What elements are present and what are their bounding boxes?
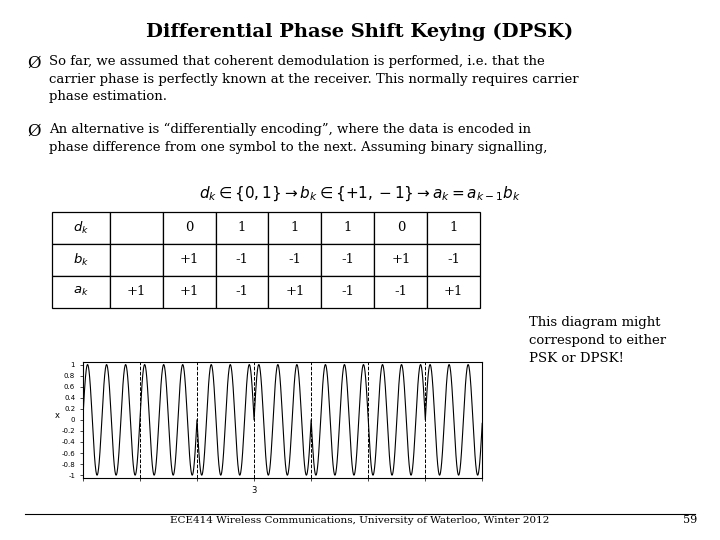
Text: 1: 1 (449, 221, 458, 234)
Text: -1: -1 (341, 253, 354, 266)
Text: ECE414 Wireless Communications, University of Waterloo, Winter 2012: ECE414 Wireless Communications, Universi… (171, 516, 549, 525)
Text: An alternative is “differentially encoding”, where the data is encoded in
phase : An alternative is “differentially encodi… (49, 123, 547, 154)
Text: 1: 1 (291, 221, 299, 234)
Text: This diagram might
correspond to either
PSK or DPSK!: This diagram might correspond to either … (529, 316, 666, 365)
Text: -1: -1 (235, 285, 248, 298)
Y-axis label: x: x (55, 411, 60, 420)
Text: -1: -1 (289, 253, 302, 266)
Bar (269, 212, 321, 244)
Bar (321, 276, 374, 308)
Bar (163, 276, 215, 308)
Bar (215, 212, 269, 244)
Text: $a_k$: $a_k$ (73, 285, 89, 298)
Bar (427, 212, 480, 244)
Text: -1: -1 (447, 253, 460, 266)
Bar (269, 276, 321, 308)
Bar (427, 244, 480, 276)
Bar (215, 276, 269, 308)
Bar (321, 212, 374, 244)
Text: $d_k \in \{0,1\} \rightarrow b_k \in \{+1,-1\} \rightarrow a_k = a_{k-1}b_k$: $d_k \in \{0,1\} \rightarrow b_k \in \{+… (199, 185, 521, 203)
Text: $b_k$: $b_k$ (73, 252, 89, 268)
Bar (109, 276, 163, 308)
Text: Differential Phase Shift Keying (DPSK): Differential Phase Shift Keying (DPSK) (146, 23, 574, 41)
Text: $d_k$: $d_k$ (73, 220, 89, 236)
Bar (163, 212, 215, 244)
Bar (52, 244, 109, 276)
Bar (109, 212, 163, 244)
Text: +1: +1 (285, 285, 305, 298)
Bar (321, 244, 374, 276)
Bar (109, 244, 163, 276)
Text: 1: 1 (343, 221, 352, 234)
Text: -1: -1 (395, 285, 408, 298)
Text: 0: 0 (397, 221, 405, 234)
Text: -1: -1 (341, 285, 354, 298)
Bar (52, 276, 109, 308)
Bar (374, 212, 427, 244)
Text: -1: -1 (235, 253, 248, 266)
Bar (52, 212, 109, 244)
Text: 1: 1 (238, 221, 246, 234)
Bar (427, 276, 480, 308)
Text: 0: 0 (185, 221, 193, 234)
Text: +1: +1 (391, 253, 410, 266)
Text: +1: +1 (127, 285, 146, 298)
Text: +1: +1 (179, 253, 199, 266)
Bar (163, 244, 215, 276)
Text: Ø: Ø (27, 55, 41, 72)
Text: So far, we assumed that coherent demodulation is performed, i.e. that the
carrie: So far, we assumed that coherent demodul… (49, 55, 579, 103)
Bar (269, 244, 321, 276)
Bar (374, 276, 427, 308)
Text: Ø: Ø (27, 123, 41, 140)
Text: +1: +1 (444, 285, 464, 298)
Text: 59: 59 (683, 515, 697, 525)
Bar (374, 244, 427, 276)
Bar (215, 244, 269, 276)
Text: +1: +1 (179, 285, 199, 298)
